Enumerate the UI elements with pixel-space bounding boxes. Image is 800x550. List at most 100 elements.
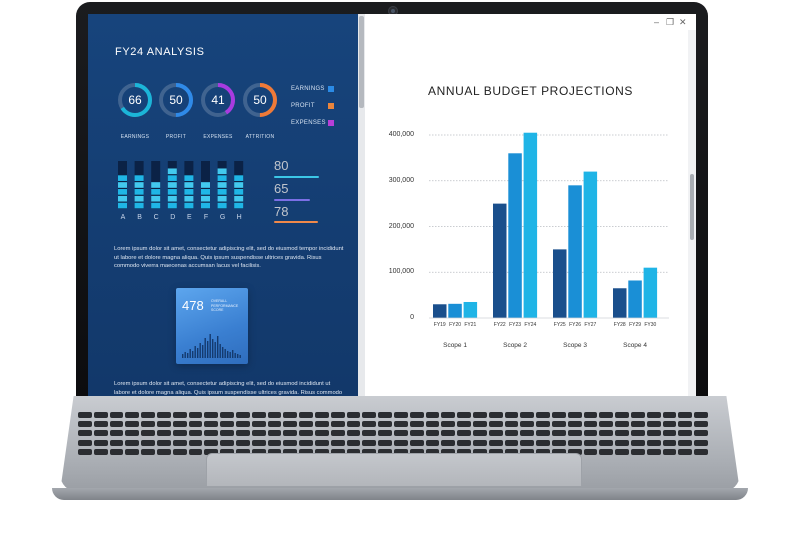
keyboard-key [220,448,234,455]
sparkline-bar [222,347,224,358]
x-tick-label: FY24 [524,322,537,328]
mini-bar-segment [234,202,244,209]
mini-bar-segment [167,175,177,181]
mini-bar-label: F [203,214,209,221]
keyboard-key [378,448,392,455]
mini-bar-segment [184,195,194,202]
keyboard-key [362,430,377,437]
keyboard-key [78,448,92,455]
group-label: Scope 2 [503,342,527,349]
keyboard-key [473,448,487,455]
mini-bar-segment [184,175,194,181]
mini-bar-segment [217,202,227,209]
metric-value: 78 [274,204,289,219]
keyboard-key [425,439,440,446]
keyboard-key [552,439,566,446]
mini-bar-segment [134,202,144,209]
y-tick-label: 400,000 [388,131,414,138]
dashboard-panel: FY24 ANALYSIS 66 50 41 50 EARNINGS PROFI… [88,14,358,396]
laptop-deck-edge [52,488,748,500]
keyboard-key [678,439,693,446]
sparkline-bar [192,351,194,358]
keyboard-key [236,448,250,455]
expenses-gauge: 41 [200,82,236,118]
budget-bar-chart [429,132,669,319]
performance-score-card: 478 OVERALL PERFORMANCE SCORE [176,288,248,364]
keyboard-key [220,430,234,437]
keyboard-key [236,430,250,437]
keyboard-key [662,439,677,446]
legend-swatch [328,86,334,92]
mini-bar-segment [134,182,144,188]
keyboard-key [157,448,171,455]
keyboard-key [599,421,614,428]
keyboard-key [78,421,92,428]
keyboard-key [425,421,440,428]
keyboard-key [631,430,645,437]
keyboard-key [157,412,171,418]
x-tick-label: FY29 [629,322,642,328]
close-icon[interactable]: ✕ [679,17,687,27]
keyboard-key [204,448,219,455]
mini-bar-segment [134,175,144,181]
keyboard-key [204,439,219,446]
minimize-icon[interactable]: – [654,17,660,27]
y-tick-label: 100,000 [388,268,414,276]
keyboard-key [504,448,519,455]
x-tick-label: FY20 [449,322,462,328]
dashboard-scrollbar[interactable] [358,14,365,396]
scrollbar-thumb[interactable] [690,174,694,240]
keyboard-key [409,412,424,418]
keyboard-key [330,421,345,428]
keyboard-key [583,448,598,455]
sparkline-bar [217,336,219,358]
keyboard-key [346,412,361,418]
scrollbar-thumb[interactable] [359,16,364,108]
keyboard-key [441,439,456,446]
keyboard-key [488,448,503,455]
keyboard-key [109,421,124,428]
keyboard-key [251,439,266,446]
gauge-label: EARNINGS [120,134,150,140]
keyboard-key [299,421,313,428]
metric-value: 65 [274,181,289,196]
keyboard-key [615,421,629,428]
keyboard-key [315,412,329,418]
keyboard-key [409,439,424,446]
keyboard-key [93,421,108,428]
keyboard-key [394,448,408,455]
keyboard-key [662,412,677,418]
keyboard-key [473,430,487,437]
keyboard-key [283,412,298,418]
keyboard-key [567,439,582,446]
keyboard-key [330,430,345,437]
x-tick-label: FY25 [553,322,566,328]
keyboard-key [188,412,203,418]
gauge-value: 50 [253,93,267,107]
profit-gauge: 50 [158,82,194,118]
budget-bar [448,303,462,318]
keyboard-key [220,421,234,428]
gauge-arc [118,83,152,117]
keyboard-key [267,412,282,418]
keyboard-key [125,448,140,455]
performance-score-caption: OVERALL PERFORMANCE SCORE [211,299,239,312]
keyboard-key [236,439,250,446]
mini-bar-chart [118,161,244,209]
keyboard-key [251,430,266,437]
gauge-value: 66 [128,93,142,107]
keyboard-key [283,448,298,455]
keyboard-key [188,421,203,428]
keyboard-key [678,430,693,437]
budget-bar [463,301,478,318]
keyboard-key [473,439,487,446]
performance-score-value: 478 [182,298,204,313]
keyboard-key [567,430,582,437]
keyboard-key [330,448,345,455]
restore-icon[interactable]: ❐ [666,17,675,27]
keyboard-key [520,448,535,455]
sparkline-bar [207,341,209,358]
keyboard-key [378,430,392,437]
keyboard-key [315,448,329,455]
chart-scrollbar[interactable] [688,30,696,396]
